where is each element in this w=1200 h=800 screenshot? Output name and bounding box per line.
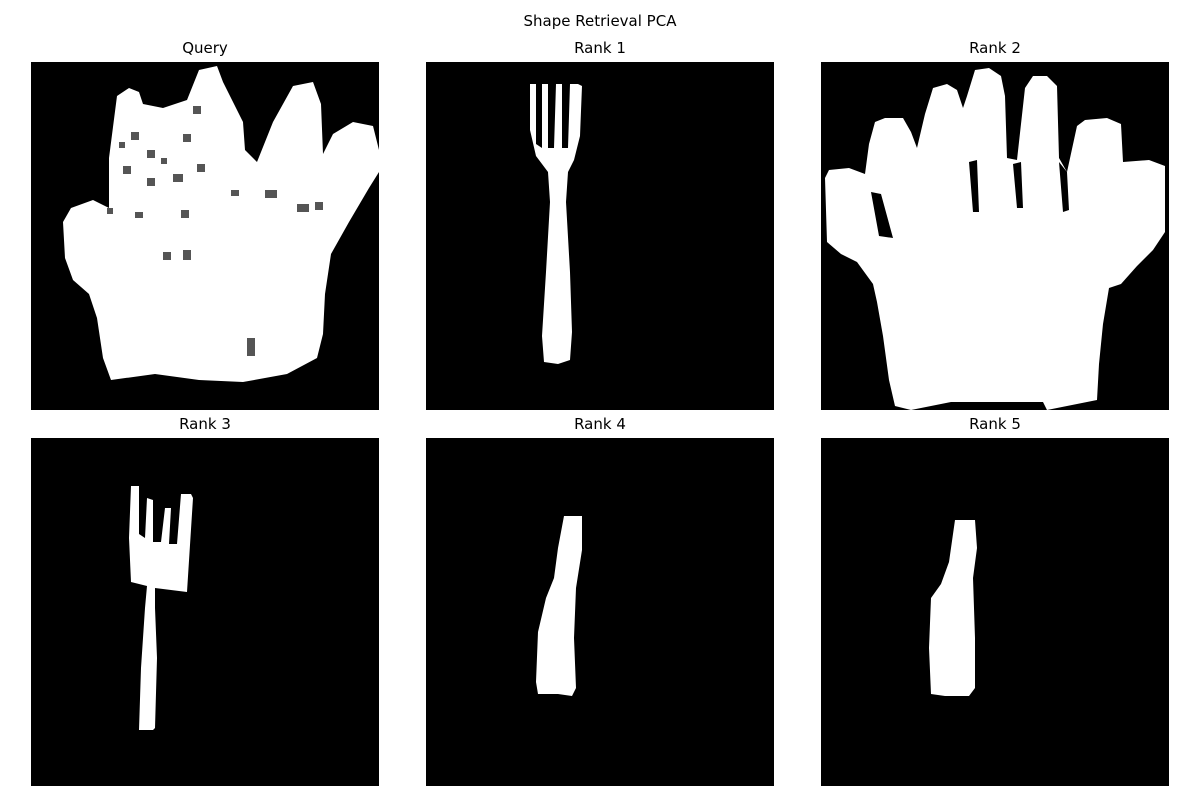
rank-1-image	[426, 62, 774, 410]
fork-silhouette	[31, 438, 379, 786]
panel-title-rank-5: Rank 5	[969, 415, 1021, 433]
rank-3-image	[31, 438, 379, 786]
panel-title-rank-3: Rank 3	[179, 415, 231, 433]
panel-title-rank-1: Rank 1	[574, 39, 626, 57]
query-image	[31, 62, 379, 410]
figure-title: Shape Retrieval PCA	[523, 12, 677, 30]
panel-title-rank-4: Rank 4	[574, 415, 626, 433]
hand-silhouette	[821, 62, 1169, 410]
rank-4-image	[426, 438, 774, 786]
panel-title-rank-2: Rank 2	[969, 39, 1021, 57]
rank-5-image	[821, 438, 1169, 786]
bottle-silhouette	[821, 438, 1169, 786]
bottle-silhouette	[426, 438, 774, 786]
panel-title-query: Query	[182, 39, 228, 57]
fork-silhouette	[426, 62, 774, 410]
crown-silhouette	[31, 62, 379, 410]
rank-2-image	[821, 62, 1169, 410]
